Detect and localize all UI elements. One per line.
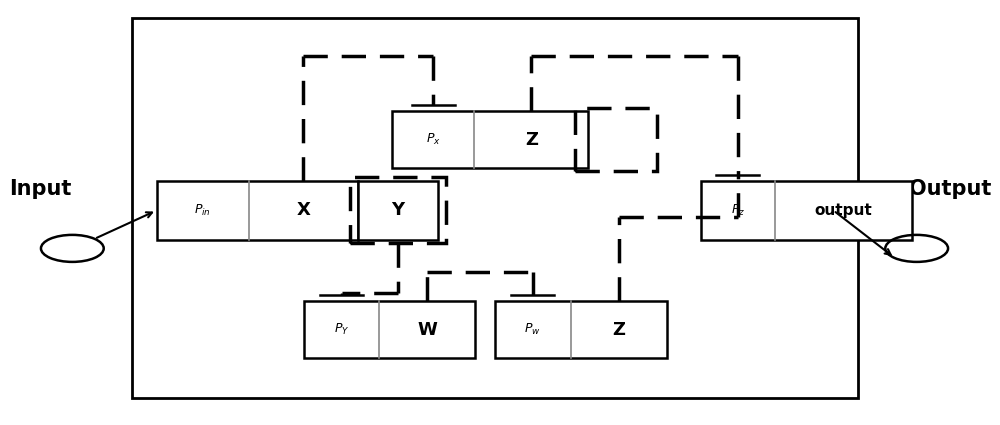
Text: Y: Y [391, 201, 404, 219]
Bar [358, 181, 438, 240]
Text: Output: Output [909, 179, 991, 199]
Bar [701, 181, 912, 240]
Bar [132, 18, 858, 398]
Bar [157, 181, 358, 240]
Text: Z: Z [525, 130, 538, 149]
Text: $P_w$: $P_w$ [524, 322, 541, 337]
Bar [350, 178, 446, 243]
Bar [495, 301, 667, 358]
Text: $P_z$: $P_z$ [731, 203, 745, 218]
Bar [304, 301, 475, 358]
Text: X: X [296, 201, 310, 219]
Bar [575, 108, 657, 171]
Text: $P_x$: $P_x$ [426, 132, 441, 147]
Text: Z: Z [612, 321, 625, 339]
Text: output: output [814, 203, 872, 218]
Text: Input: Input [9, 179, 71, 199]
Text: $P_{in}$: $P_{in}$ [194, 203, 211, 218]
Bar [392, 111, 588, 168]
Text: W: W [417, 321, 437, 339]
Text: $P_Y$: $P_Y$ [334, 322, 349, 337]
